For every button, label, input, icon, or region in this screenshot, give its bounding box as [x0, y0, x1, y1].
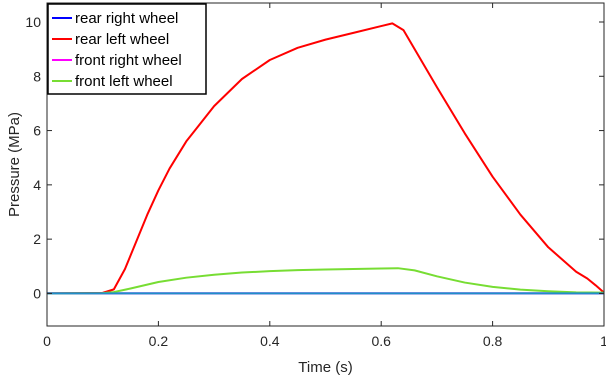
legend-label: rear right wheel [75, 10, 178, 27]
x-axis-label: Time (s) [298, 359, 352, 376]
y-tick-label: 4 [33, 177, 41, 193]
x-tick-label: 0.8 [483, 333, 503, 349]
legend-label: front right wheel [75, 52, 182, 69]
y-tick-label: 6 [33, 123, 41, 139]
x-tick-label: 0.6 [371, 333, 391, 349]
x-axis-ticks: 0 0.2 0.4 0.6 0.8 1 [43, 3, 606, 349]
series-layer [46, 22, 605, 295]
legend-box [47, 3, 207, 95]
legend-label: front left wheel [75, 73, 173, 90]
y-axis-label: Pressure (MPa) [6, 112, 23, 217]
x-tick-label: 1 [600, 333, 606, 349]
series-line-1 [46, 22, 605, 295]
plot-frame [46, 2, 605, 327]
legend-label: rear left wheel [75, 31, 169, 48]
y-tick-label: 10 [25, 14, 41, 30]
x-tick-label: 0.4 [260, 333, 280, 349]
y-tick-label: 0 [33, 285, 41, 301]
x-tick-label: 0 [43, 333, 51, 349]
legend: rear right wheel rear left wheel front rig… [47, 3, 207, 95]
x-tick-label: 0.2 [149, 333, 169, 349]
y-tick-label: 2 [33, 231, 41, 247]
series-line-3 [46, 267, 605, 295]
y-tick-label: 8 [33, 68, 41, 84]
